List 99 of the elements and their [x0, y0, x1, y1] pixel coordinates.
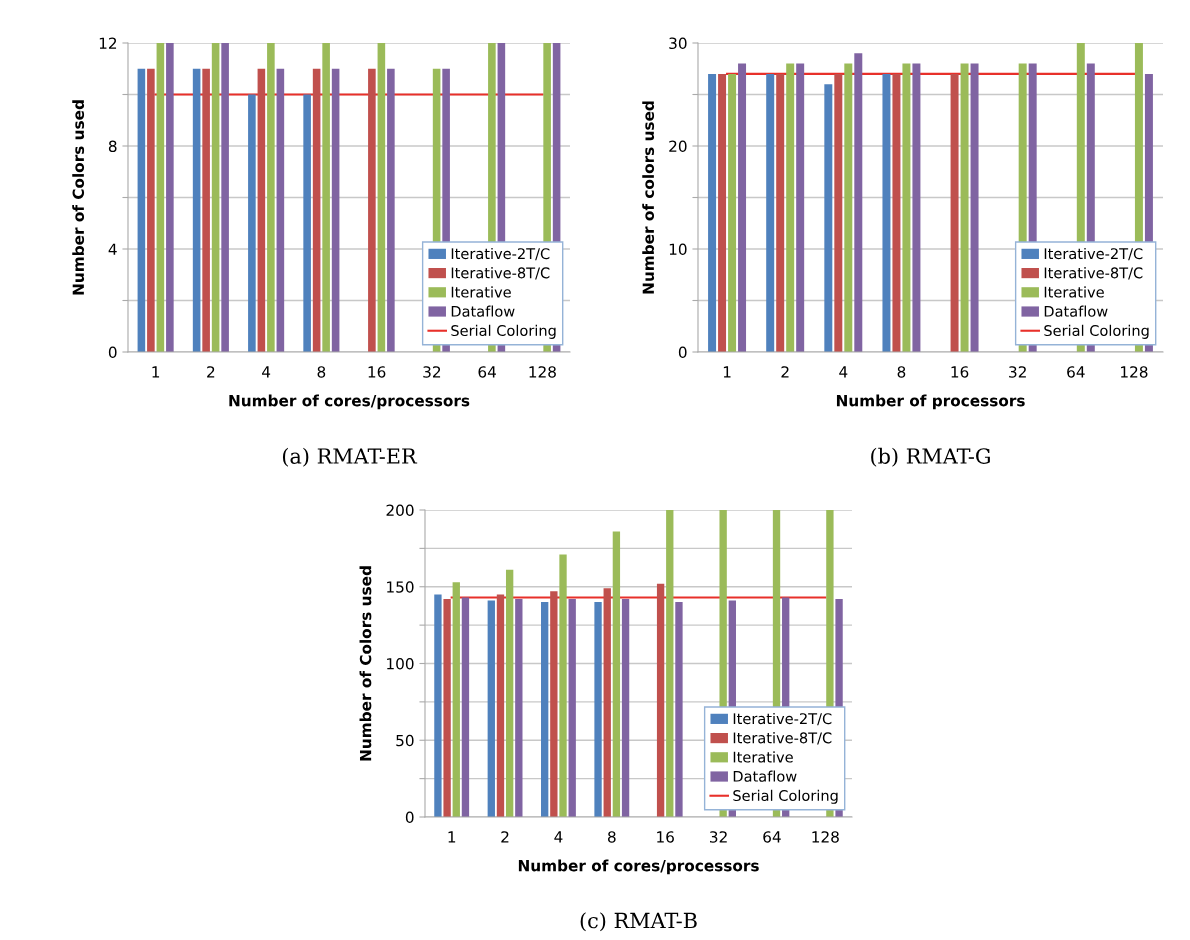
- bar: [312, 68, 321, 352]
- bar: [603, 588, 611, 817]
- x-tick-label: 2: [781, 366, 789, 378]
- x-tick-label: 4: [554, 831, 563, 843]
- bar: [656, 583, 665, 817]
- bar: [377, 43, 386, 352]
- bar: [496, 594, 505, 817]
- legend-label: Iterative-8T/C: [451, 267, 550, 280]
- bar: [166, 43, 174, 352]
- y-tick-label: 12: [99, 37, 117, 49]
- x-tick-label: 16: [368, 366, 386, 378]
- bar: [267, 43, 275, 352]
- x-tick-label: 128: [812, 831, 839, 843]
- bar: [257, 68, 266, 352]
- x-tick-label: 32: [710, 831, 727, 843]
- y-tick-label: 20: [669, 140, 687, 153]
- text: (b) RMAT-G: [871, 447, 990, 467]
- bar: [487, 600, 495, 817]
- bar: [612, 531, 621, 817]
- x-tick-label: 64: [1067, 366, 1085, 378]
- x-axis-title: Number of processors: [836, 394, 1025, 410]
- x-tick-label: 2: [207, 366, 215, 378]
- x-tick-label: 8: [317, 366, 326, 378]
- bar: [461, 597, 470, 817]
- bar: [452, 582, 460, 817]
- bar: [594, 602, 602, 817]
- legend-label: Iterative: [1044, 286, 1104, 298]
- y-tick-label: 0: [678, 346, 687, 359]
- bar: [322, 43, 330, 352]
- bar: [156, 43, 165, 352]
- y-axis-title: Number of Colors used: [72, 100, 85, 295]
- y-axis-title: Number of Colors used: [359, 566, 372, 761]
- x-tick-label: 1: [152, 366, 160, 378]
- y-tick-label: 30: [669, 37, 687, 50]
- bar: [505, 569, 514, 817]
- bar: [276, 68, 285, 352]
- y-tick-label: 8: [108, 140, 117, 153]
- x-tick-label: 128: [529, 366, 556, 378]
- bar: [192, 68, 201, 352]
- x-tick-label: 4: [839, 366, 848, 378]
- legend-label: Dataflow: [1044, 305, 1108, 317]
- bar: [541, 602, 549, 817]
- bar: [147, 68, 155, 352]
- y-tick-label: 200: [386, 504, 414, 517]
- bar: [331, 68, 340, 352]
- bar: [621, 599, 630, 817]
- bar: [559, 554, 567, 817]
- x-tick-label: 64: [763, 831, 781, 843]
- legend-label: Serial Coloring: [733, 789, 838, 804]
- x-tick-label: 64: [478, 366, 496, 378]
- text: (a) RMAT-ER: [282, 447, 418, 467]
- y-tick-label: 4: [108, 243, 117, 255]
- text: (c) RMAT-B: [580, 912, 697, 932]
- x-tick-label: 2: [501, 831, 509, 843]
- bar: [550, 591, 558, 817]
- x-tick-label: 8: [897, 366, 906, 378]
- x-axis-title: Number of cores/processors: [229, 394, 470, 410]
- x-tick-label: 4: [262, 366, 271, 378]
- legend-label: Serial Coloring: [451, 324, 556, 339]
- legend-label: Iterative: [451, 286, 511, 298]
- legend-label: Serial Coloring: [1044, 324, 1149, 339]
- bar: [248, 94, 256, 352]
- x-tick-label: 1: [448, 831, 456, 843]
- x-tick-label: 8: [607, 831, 616, 843]
- x-tick-label: 32: [423, 366, 441, 378]
- y-axis-title: Number of colors used: [642, 101, 655, 294]
- bar: [675, 602, 683, 817]
- legend-label: Iterative: [733, 751, 793, 763]
- bar: [221, 43, 229, 352]
- y-tick-label: 0: [405, 811, 414, 824]
- bar: [387, 68, 395, 352]
- bar: [515, 599, 523, 817]
- bar: [443, 599, 451, 817]
- legend-label: Iterative-2T/C: [451, 247, 550, 261]
- bar: [368, 68, 376, 352]
- legend-label: Iterative-2T/C: [733, 712, 832, 726]
- y-tick-label: 50: [396, 734, 414, 747]
- bar: [666, 510, 674, 817]
- bar: [202, 68, 210, 352]
- y-tick-label: 10: [669, 243, 687, 256]
- bar: [434, 594, 442, 817]
- x-axis-title: Number of cores/processors: [518, 859, 759, 875]
- bar: [211, 43, 220, 352]
- x-tick-label: 16: [657, 831, 674, 843]
- x-tick-label: 128: [1121, 366, 1148, 378]
- legend-label: Dataflow: [733, 770, 797, 782]
- legend-label: Iterative-8T/C: [1044, 267, 1143, 280]
- y-tick-label: 0: [108, 346, 117, 359]
- x-tick-label: 1: [723, 366, 731, 378]
- x-tick-label: 32: [1009, 366, 1026, 378]
- y-tick-label: 100: [387, 657, 414, 670]
- bar: [137, 68, 146, 352]
- legend-label: Dataflow: [451, 305, 515, 317]
- y-tick-label: 150: [387, 581, 414, 593]
- legend-label: Iterative-2T/C: [1044, 247, 1143, 261]
- bar: [303, 94, 311, 352]
- bar: [568, 599, 576, 817]
- x-tick-label: 16: [951, 366, 969, 378]
- legend-label: Iterative-8T/C: [733, 732, 832, 745]
